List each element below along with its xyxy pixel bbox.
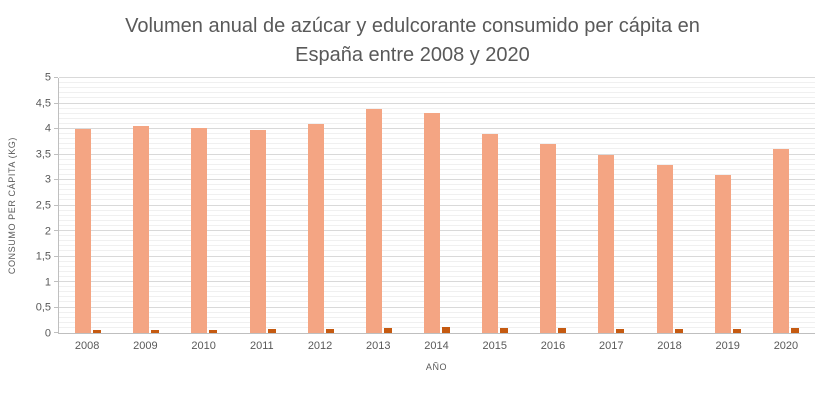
y-axis-tick-mark bbox=[54, 102, 58, 104]
bar-azucar-2015 bbox=[482, 134, 499, 333]
x-axis-tick-label-2016: 2016 bbox=[540, 340, 566, 352]
y-axis-title-container: CONSUMO PER CÁPITA (KG) bbox=[0, 78, 24, 334]
bar-edulcorante-2010 bbox=[209, 329, 218, 333]
bar-group-2008 bbox=[59, 78, 117, 333]
y-axis-title: CONSUMO PER CÁPITA (KG) bbox=[7, 137, 17, 275]
bar-edulcorante-2016 bbox=[558, 328, 567, 333]
y-axis-tick-label: 5 bbox=[44, 71, 51, 84]
minor-gridline bbox=[59, 97, 815, 99]
bar-group-2010 bbox=[175, 78, 233, 333]
bar-edulcorante-2018 bbox=[674, 328, 683, 333]
minor-gridline bbox=[59, 87, 815, 89]
bar-azucar-2008 bbox=[75, 129, 92, 333]
x-axis-tick-label-2011: 2011 bbox=[249, 340, 274, 352]
minor-gridline bbox=[59, 92, 815, 94]
bar-azucar-2017 bbox=[598, 154, 615, 333]
chart-title: Volumen anual de azúcar y edulcorante co… bbox=[125, 15, 700, 66]
bar-edulcorante-2014 bbox=[442, 326, 451, 333]
y-axis-tick-label: 0,5 bbox=[35, 301, 51, 314]
major-gridline bbox=[59, 102, 815, 104]
y-axis-tick-label: 0 bbox=[44, 327, 51, 340]
bar-groups bbox=[59, 78, 815, 333]
y-axis-tick-mark bbox=[54, 306, 58, 308]
bar-edulcorante-2009 bbox=[151, 330, 160, 333]
bar-group-2014 bbox=[408, 78, 466, 333]
y-axis-tick-label: 2 bbox=[44, 225, 51, 238]
bar-azucar-2009 bbox=[133, 126, 150, 333]
x-axis-tick-label-2018: 2018 bbox=[657, 340, 682, 352]
bar-azucar-2010 bbox=[191, 127, 208, 333]
bar-edulcorante-2020 bbox=[790, 327, 799, 333]
x-axis-tick-label-2020: 2020 bbox=[773, 340, 799, 352]
y-axis-tick-label: 2,5 bbox=[35, 199, 51, 212]
bar-group-2017 bbox=[582, 78, 640, 333]
chart-body: CONSUMO PER CÁPITA (KG) 0 0,5 1 1,5 2 2,5 3 3,5… bbox=[0, 72, 825, 372]
y-axis-tick-mark bbox=[54, 281, 58, 282]
y-axis-tick-mark bbox=[54, 77, 58, 78]
y-axis-tick-label: 4,5 bbox=[35, 97, 51, 110]
bar-azucar-2011 bbox=[249, 130, 266, 333]
bar-edulcorante-2012 bbox=[325, 328, 334, 333]
bar-azucar-2012 bbox=[307, 123, 324, 333]
x-axis-tick-label-2012: 2012 bbox=[307, 340, 333, 352]
x-axis-title: AÑO bbox=[425, 362, 448, 372]
minor-gridline bbox=[59, 82, 815, 84]
bar-group-2013 bbox=[350, 78, 408, 333]
y-axis: 0 0,5 1 1,5 2 2,5 3 3,5 4 4,5 5 bbox=[24, 72, 58, 339]
minor-gridline bbox=[59, 107, 815, 109]
y-axis-tick-mark bbox=[54, 128, 58, 129]
y-axis-tick-mark bbox=[54, 332, 58, 333]
x-axis-tick-label-2014: 2014 bbox=[424, 340, 449, 352]
bar-group-2011 bbox=[233, 78, 291, 333]
y-axis-tick-label: 1 bbox=[44, 276, 51, 289]
bar-edulcorante-2013 bbox=[383, 327, 392, 333]
x-axis-tick-label-2015: 2015 bbox=[482, 340, 507, 352]
plot-area bbox=[54, 77, 815, 334]
y-axis-tick-label: 3 bbox=[44, 173, 51, 186]
y-axis-tick-mark bbox=[54, 179, 58, 180]
plot-row: 0 0,5 1 1,5 2 2,5 3 3,5 4 4,5 5 bbox=[24, 72, 825, 339]
y-axis-tick-mark bbox=[54, 153, 58, 155]
bar-edulcorante-2019 bbox=[732, 328, 741, 333]
bar-azucar-2013 bbox=[365, 108, 382, 333]
y-axis-tick-label: 1,5 bbox=[35, 250, 51, 263]
bar-group-2016 bbox=[524, 78, 582, 333]
bar-azucar-2016 bbox=[540, 144, 557, 333]
y-axis-tick-mark bbox=[54, 255, 58, 257]
x-axis-labels: 2008 2009 2010 2011 2012 2013 2014 2015 2016 2017… bbox=[58, 340, 815, 352]
bar-azucar-2020 bbox=[772, 149, 789, 333]
bar-group-2020 bbox=[757, 78, 815, 333]
x-axis-tick-label-2008: 2008 bbox=[74, 340, 100, 352]
x-axis-tick-label-2009: 2009 bbox=[133, 340, 158, 352]
plot-main-column: 0 0,5 1 1,5 2 2,5 3 3,5 4 4,5 5 2008 2009 2010 2011 20… bbox=[24, 72, 825, 372]
bar-group-2015 bbox=[466, 78, 524, 333]
x-axis-tick-label-2013: 2013 bbox=[366, 340, 391, 352]
y-axis-tick-label: 3,5 bbox=[35, 148, 51, 161]
bar-edulcorante-2017 bbox=[616, 328, 625, 333]
bar-group-2009 bbox=[117, 78, 175, 333]
bar-edulcorante-2011 bbox=[267, 328, 276, 333]
bar-azucar-2014 bbox=[424, 112, 441, 333]
bar-group-2019 bbox=[699, 78, 757, 333]
major-gridline bbox=[59, 77, 815, 78]
x-axis-tick-label-2017: 2017 bbox=[598, 340, 624, 352]
bar-azucar-2019 bbox=[714, 174, 731, 333]
x-axis-tick-label-2010: 2010 bbox=[191, 340, 216, 352]
bar-edulcorante-2008 bbox=[93, 330, 102, 333]
y-axis-tick-label: 4 bbox=[44, 122, 51, 135]
bar-edulcorante-2015 bbox=[500, 328, 509, 333]
bar-azucar-2018 bbox=[656, 164, 673, 333]
y-axis-tick-mark bbox=[54, 204, 58, 206]
bar-group-2012 bbox=[292, 78, 350, 333]
y-axis-tick-mark bbox=[54, 230, 58, 231]
bar-group-2018 bbox=[641, 78, 699, 333]
x-axis-tick-label-2019: 2019 bbox=[715, 340, 740, 352]
